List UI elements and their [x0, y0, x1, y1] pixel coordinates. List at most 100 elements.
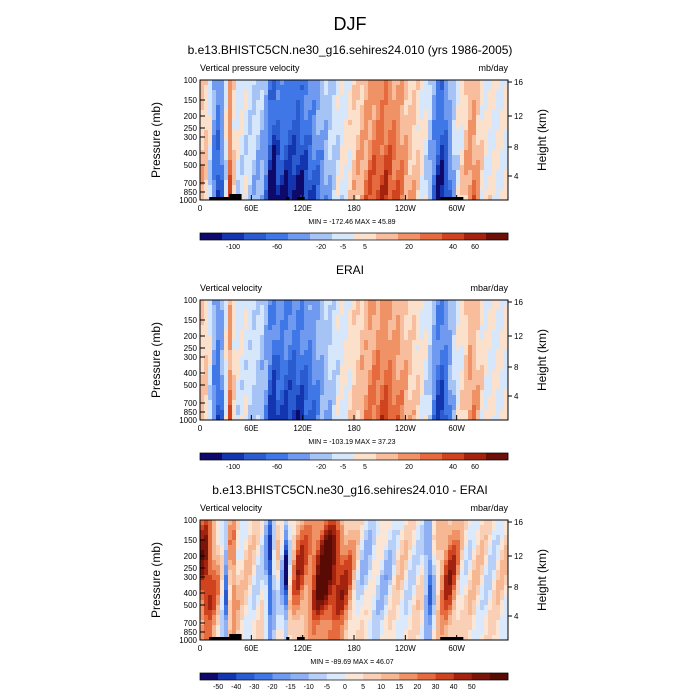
heatmap-cell	[224, 175, 229, 181]
heatmap-cell	[448, 565, 453, 571]
heatmap-cell	[308, 360, 313, 366]
heatmap-cell	[464, 305, 469, 311]
heatmap-cell	[372, 390, 377, 396]
heatmap-cell	[432, 380, 437, 386]
heatmap-cell	[424, 590, 429, 596]
heatmap-cell	[476, 95, 481, 101]
heatmap-cell	[460, 150, 465, 156]
heatmap-cell	[256, 390, 261, 396]
heatmap-cell	[452, 95, 457, 101]
heatmap-cell	[400, 120, 405, 126]
heatmap-cell	[304, 340, 309, 346]
heatmap-cell	[276, 115, 281, 121]
heatmap-cell	[400, 105, 405, 111]
heatmap-cell	[492, 365, 497, 371]
heatmap-cell	[316, 375, 321, 381]
heatmap-cell	[344, 375, 349, 381]
heatmap-cell	[276, 385, 281, 391]
heatmap-cell	[464, 550, 469, 556]
heatmap-cell	[420, 300, 425, 306]
heatmap-cell	[404, 90, 409, 96]
heatmap-cell	[224, 160, 229, 166]
heatmap-cell	[316, 135, 321, 141]
heatmap-cell	[304, 80, 309, 86]
heatmap-cell	[252, 560, 257, 566]
heatmap-cell	[292, 310, 297, 316]
heatmap-cell	[208, 385, 213, 391]
heatmap-cell	[432, 355, 437, 361]
heatmap-cell	[276, 130, 281, 136]
heatmap-cell	[204, 320, 209, 326]
colorbar-swatch	[266, 233, 289, 240]
heatmap-cell	[400, 140, 405, 146]
heatmap-cell	[384, 540, 389, 546]
heatmap-cell	[316, 110, 321, 116]
heatmap-cell	[480, 170, 485, 176]
heatmap-cell	[296, 300, 301, 306]
heatmap-cell	[300, 365, 305, 371]
heatmap-cell	[440, 95, 445, 101]
heatmap-cell	[244, 330, 249, 336]
heatmap-cell	[320, 580, 325, 586]
heatmap-cell	[460, 345, 465, 351]
heatmap-cell	[292, 320, 297, 326]
heatmap-cell	[460, 580, 465, 586]
heatmap-cell	[384, 115, 389, 121]
heatmap-cell	[300, 580, 305, 586]
heatmap-cell	[292, 370, 297, 376]
heatmap-cell	[472, 325, 477, 331]
heatmap-cell	[332, 95, 337, 101]
heatmap-cell	[244, 570, 249, 576]
heatmap-cell	[264, 315, 269, 321]
heatmap-cell	[300, 565, 305, 571]
heatmap-cell	[404, 350, 409, 356]
heatmap-cell	[248, 115, 253, 121]
heatmap-cell	[216, 560, 221, 566]
heatmap-cell	[456, 170, 461, 176]
heatmap-cell	[276, 335, 281, 341]
heatmap-cell	[332, 310, 337, 316]
heatmap-cell	[452, 390, 457, 396]
heatmap-cell	[436, 325, 441, 331]
heatmap-cell	[464, 355, 469, 361]
heatmap-cell	[500, 105, 505, 111]
heatmap-cell	[272, 545, 277, 551]
heatmap-cell	[436, 305, 441, 311]
heatmap-cell	[260, 170, 265, 176]
heatmap-cell	[324, 565, 329, 571]
heatmap-cell	[276, 190, 281, 196]
heatmap-cell	[348, 565, 353, 571]
heatmap-cell	[500, 555, 505, 561]
heatmap-cell	[260, 105, 265, 111]
heatmap-cell	[320, 340, 325, 346]
heatmap-cell	[292, 330, 297, 336]
heatmap-cell	[324, 180, 329, 186]
heatmap-cell	[452, 160, 457, 166]
heatmap-cell	[216, 330, 221, 336]
heatmap-cell	[456, 315, 461, 321]
heatmap-cell	[240, 130, 245, 136]
heatmap-cell	[312, 340, 317, 346]
heatmap-cell	[364, 380, 369, 386]
heatmap-cell	[364, 140, 369, 146]
heatmap-cell	[448, 365, 453, 371]
heatmap-cell	[296, 170, 301, 176]
heatmap-cell	[252, 525, 257, 531]
heatmap-cell	[372, 520, 377, 526]
heatmap-cell	[364, 340, 369, 346]
heatmap-cell	[344, 195, 349, 201]
heatmap-cell	[384, 360, 389, 366]
colorbar-label: -100	[226, 244, 240, 251]
heatmap-cell	[236, 105, 241, 111]
heatmap-cell	[424, 330, 429, 336]
heatmap-cell	[348, 360, 353, 366]
heatmap-cell	[380, 370, 385, 376]
heatmap-cell	[408, 580, 413, 586]
heatmap-cell	[320, 125, 325, 131]
heatmap-cell	[312, 350, 317, 356]
heatmap-cell	[468, 400, 473, 406]
heatmap-cell	[240, 165, 245, 171]
heatmap-cell	[336, 160, 341, 166]
heatmap-cell	[288, 105, 293, 111]
heatmap-cell	[320, 375, 325, 381]
